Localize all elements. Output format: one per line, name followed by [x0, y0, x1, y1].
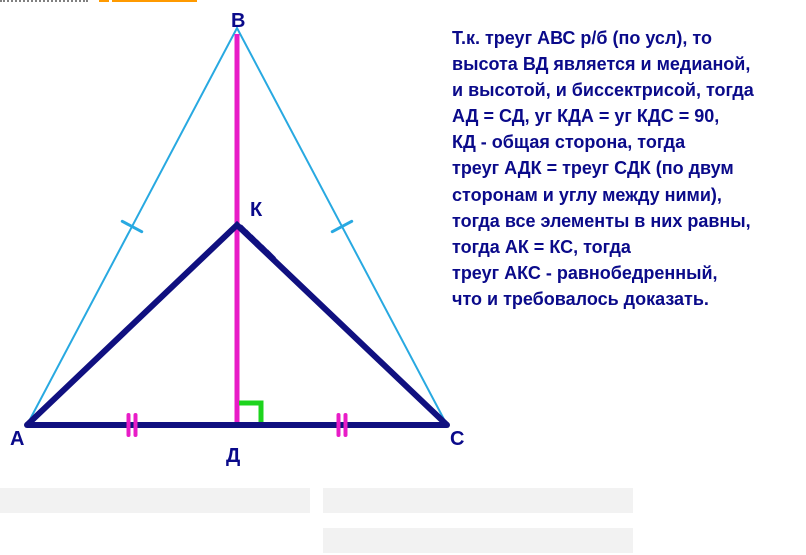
proof-text: Т.к. треуг АВС р/б (по усл), то высота В… — [452, 25, 754, 312]
label-K: К — [250, 199, 262, 222]
label-C: С — [450, 428, 464, 451]
gray-box-3 — [323, 528, 633, 553]
label-D: Д — [226, 445, 240, 468]
label-A: А — [10, 428, 24, 451]
label-B: В — [231, 10, 245, 33]
gray-box-2 — [323, 488, 633, 513]
canvas-root: В К А С Д Т.к. треуг АВС р/б (по усл), т… — [0, 0, 806, 555]
top-accent-0 — [0, 0, 88, 2]
gray-box-1 — [0, 488, 310, 513]
top-accent-1 — [99, 0, 109, 2]
top-accent-2 — [112, 0, 197, 2]
